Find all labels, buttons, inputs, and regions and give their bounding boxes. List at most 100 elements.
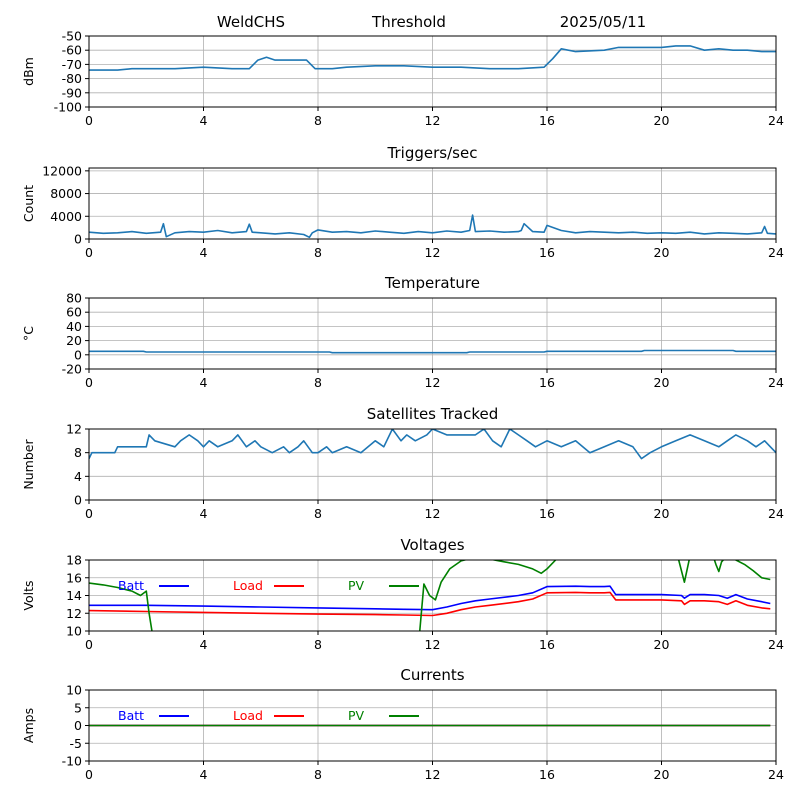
y-tick-label: -60: [62, 43, 82, 58]
chart-panel-5: 0 4 8 12 16 20 24 -10 -5 0 5 10 Currents Amps Batt Load…: [21, 666, 784, 782]
series-line-pv-seg1: [418, 560, 557, 631]
y-tick-label: 10: [66, 683, 82, 698]
series-line-pv-seg0: [89, 582, 153, 631]
x-tick-label: 0: [85, 375, 93, 390]
y-tick-label: 12: [66, 422, 82, 437]
y-tick-label: 5: [74, 700, 82, 715]
series-line-0: [89, 429, 776, 460]
x-tick-label: 20: [654, 767, 670, 782]
legend: Batt Load PV: [118, 708, 419, 723]
figure-header: WeldCHS Threshold 2025/05/11: [217, 13, 646, 31]
x-tick-label: 20: [654, 506, 670, 521]
y-tick-label: -5: [70, 736, 82, 751]
x-tick-label: 16: [539, 375, 555, 390]
x-tick-label: 16: [539, 767, 555, 782]
y-tick-label: -100: [54, 100, 82, 115]
x-tick-label: 24: [768, 113, 784, 128]
y-tick-label: 40: [66, 319, 82, 334]
chart-title: Triggers/sec: [387, 144, 478, 162]
y-tick-label: 0: [74, 493, 82, 508]
y-tick-label: 60: [66, 305, 82, 320]
x-tick-label: 16: [539, 245, 555, 260]
series-group: [89, 214, 776, 239]
y-tick-label: -90: [62, 85, 82, 100]
y-tick-label: 16: [66, 570, 82, 585]
y-tick-label: -50: [62, 29, 82, 44]
y-tick-label: -10: [62, 754, 82, 769]
x-tick-label: 0: [85, 637, 93, 652]
legend-label: Load: [233, 578, 263, 593]
chart-panel-3: 0 4 8 12 16 20 24 0 4 8 12 Satellites Tracked Number: [21, 405, 784, 521]
x-tick-label: 8: [314, 767, 322, 782]
x-tick-label: 20: [654, 113, 670, 128]
y-tick-label: 8: [74, 445, 82, 460]
x-tick-label: 16: [539, 506, 555, 521]
y-axis-label: dBm: [21, 57, 36, 86]
series-line-batt: [89, 585, 771, 611]
y-tick-label: 8000: [50, 186, 82, 201]
y-axis-label: Volts: [21, 580, 36, 610]
series-line-0: [89, 45, 776, 71]
y-tick-label: 18: [66, 553, 82, 568]
series-line-pv-seg3: [713, 560, 771, 581]
x-tick-label: 20: [654, 637, 670, 652]
x-tick-label: 4: [200, 113, 208, 128]
legend-label: PV: [348, 708, 365, 723]
series-line-pv-seg2: [677, 560, 690, 584]
x-tick-label: 8: [314, 245, 322, 260]
legend-label: PV: [348, 578, 365, 593]
x-tick-label: 12: [425, 767, 441, 782]
x-tick-label: 8: [314, 637, 322, 652]
x-tick-label: 12: [425, 245, 441, 260]
x-tick-label: 8: [314, 375, 322, 390]
series-line-load: [89, 591, 771, 617]
chart-title: Currents: [400, 666, 464, 684]
x-tick-label: 4: [200, 506, 208, 521]
y-tick-label: -80: [62, 71, 82, 86]
chart-title: Voltages: [400, 536, 464, 554]
series-group: [89, 560, 771, 631]
chart-panel-0: 0 4 8 12 16 20 24 -100-90-80-70-60-50 dBm: [21, 29, 784, 129]
chart-panel-4: 0 4 8 12 16 20 24 10 12 14 16 18 Voltages Volts Batt Lo…: [21, 536, 784, 652]
gridlines: [88, 428, 777, 501]
y-axis-label: Number: [21, 439, 36, 490]
x-tick-label: 16: [539, 637, 555, 652]
x-tick-label: 24: [768, 245, 784, 260]
x-tick-label: 24: [768, 767, 784, 782]
x-tick-label: 20: [654, 245, 670, 260]
y-tick-label: 12000: [42, 163, 82, 178]
x-tick-label: 4: [200, 637, 208, 652]
x-tick-label: 4: [200, 767, 208, 782]
y-tick-label: 12: [66, 606, 82, 621]
x-tick-label: 24: [768, 506, 784, 521]
x-tick-label: 12: [425, 637, 441, 652]
series-line-0: [89, 349, 776, 354]
y-tick-label: 20: [66, 333, 82, 348]
header-date: 2025/05/11: [560, 13, 646, 31]
x-tick-label: 8: [314, 506, 322, 521]
y-tick-label: 4: [74, 469, 82, 484]
series-line-0: [89, 214, 776, 239]
y-tick-label: 0: [74, 232, 82, 247]
x-tick-label: 12: [425, 506, 441, 521]
y-tick-label: 80: [66, 291, 82, 306]
x-tick-label: 16: [539, 113, 555, 128]
x-tick-label: 4: [200, 245, 208, 260]
x-tick-label: 12: [425, 113, 441, 128]
x-tick-label: 8: [314, 113, 322, 128]
series-group: [89, 45, 776, 71]
y-tick-label: 10: [66, 624, 82, 639]
y-axis-label: Amps: [21, 708, 36, 743]
x-tick-label: 20: [654, 375, 670, 390]
legend-label: Load: [233, 708, 263, 723]
y-axis-label: °C: [21, 326, 36, 341]
chart-panel-1: 0 4 8 12 16 20 24 0 4000 8000 12000 Triggers/sec Cou…: [21, 144, 784, 260]
chart-title: Satellites Tracked: [367, 405, 498, 423]
x-tick-label: 24: [768, 375, 784, 390]
x-tick-label: 4: [200, 375, 208, 390]
header-station: WeldCHS: [217, 13, 285, 31]
x-tick-label: 0: [85, 245, 93, 260]
chart-title: Temperature: [384, 274, 480, 292]
